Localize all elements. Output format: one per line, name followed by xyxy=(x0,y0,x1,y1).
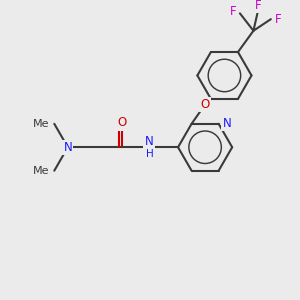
Text: N: N xyxy=(145,135,153,148)
Text: F: F xyxy=(275,13,281,26)
Text: Me: Me xyxy=(33,119,50,129)
Text: F: F xyxy=(255,0,262,12)
Text: O: O xyxy=(200,98,210,111)
Text: Me: Me xyxy=(33,166,50,176)
Text: H: H xyxy=(146,149,154,159)
Text: O: O xyxy=(117,116,127,129)
Text: N: N xyxy=(63,141,72,154)
Text: N: N xyxy=(223,117,231,130)
Text: F: F xyxy=(230,5,236,18)
